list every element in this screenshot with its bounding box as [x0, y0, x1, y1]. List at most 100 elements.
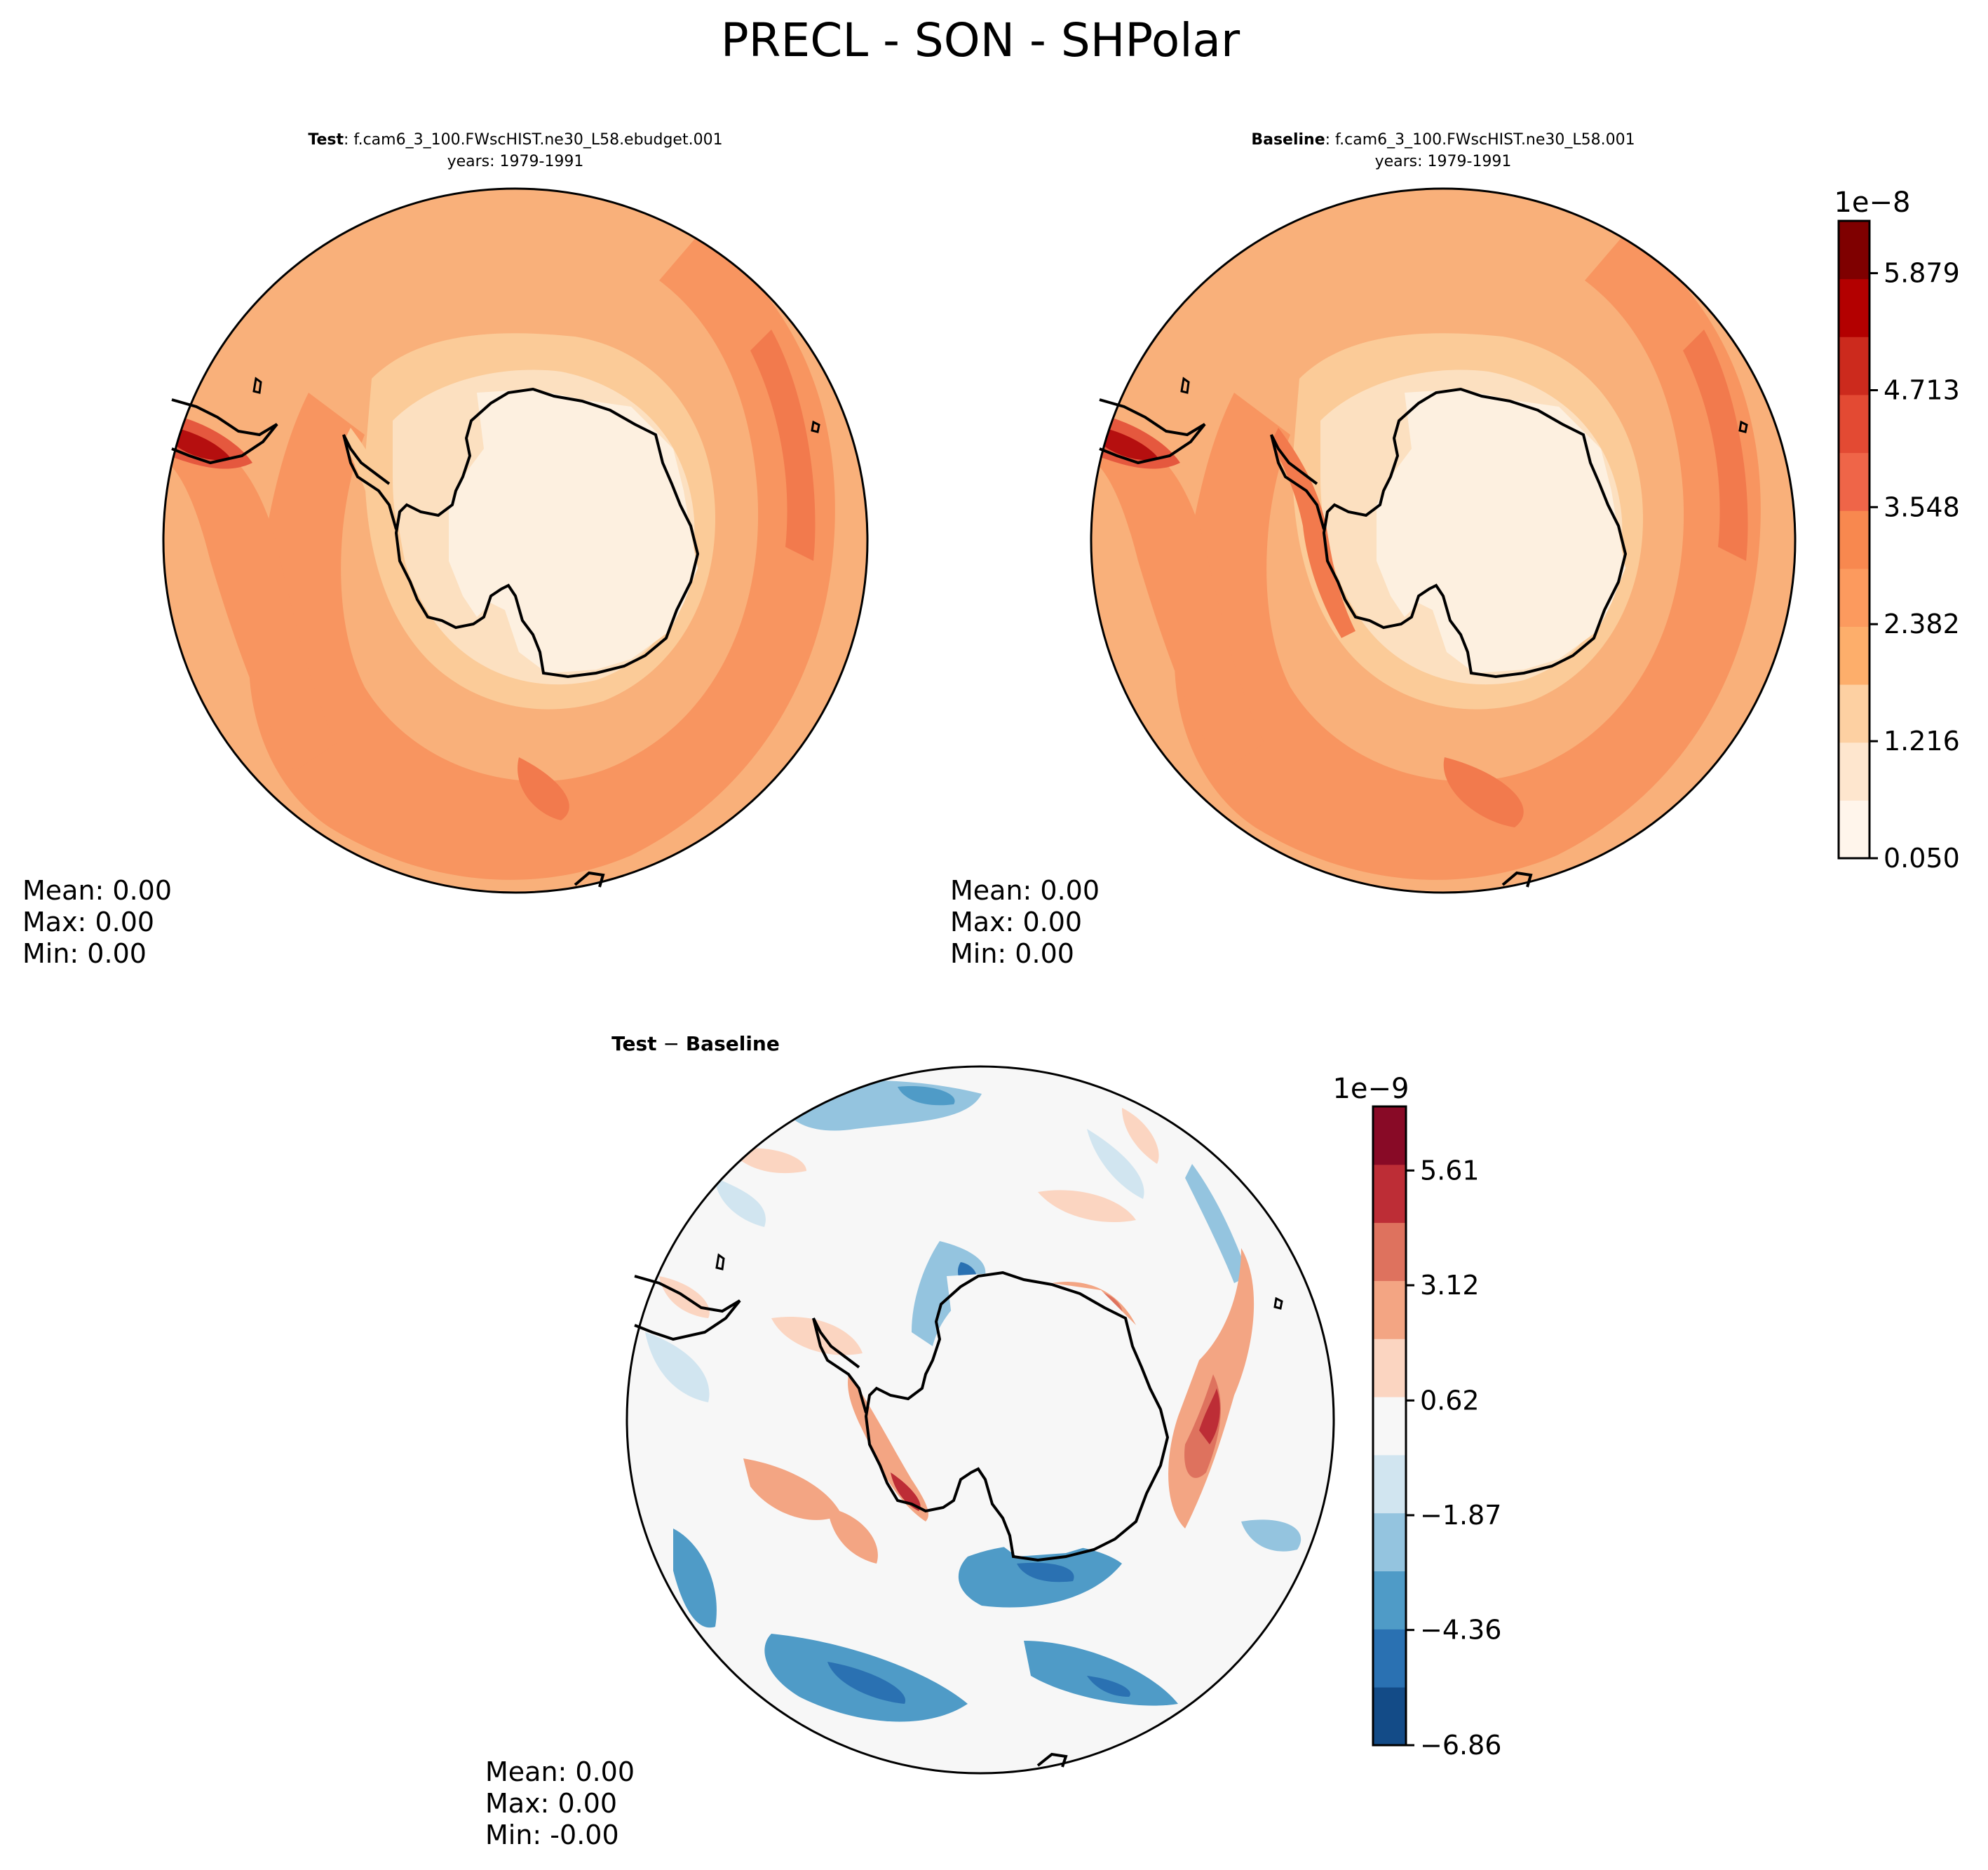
- panel-baseline: Baseline: f.cam6_3_100.FWscHIST.ne30_L58…: [950, 131, 1960, 969]
- baseline-band-dark: [1443, 330, 1748, 827]
- panel-test-subtitle: years: 1979-1991: [447, 153, 584, 170]
- figure-title: PRECL - SON - SHPolar: [721, 13, 1240, 67]
- colorbar-baseline-swatch: [1839, 394, 1869, 454]
- diff-peninsula-coast: [812, 1317, 867, 1414]
- diff-continent-fill: [919, 1273, 1168, 1557]
- colorbar-diff-swatch: [1373, 1397, 1406, 1456]
- panel-diff-boundary: [626, 1065, 1335, 1775]
- panel-baseline-boundary: [1090, 187, 1797, 894]
- colorbar-baseline-swatch: [1839, 800, 1869, 859]
- panel-test-stats-mean: Mean: 0.00: [22, 875, 172, 906]
- panel-test-stats-max: Max: 0.00: [22, 907, 154, 937]
- test-hotspot-inner: [175, 428, 231, 461]
- colorbar-diff-tick-label: −1.87: [1420, 1500, 1501, 1531]
- colorbar-baseline-swatch: [1839, 626, 1869, 685]
- colorbar-baseline-tick-label: 5.879: [1884, 258, 1960, 289]
- panel-diff-field: [627, 1066, 1334, 1773]
- panel-baseline-stats-mean: Mean: 0.00: [950, 875, 1100, 906]
- panel-test-stats-min: Min: 0.00: [22, 938, 147, 969]
- baseline-band-east: [1174, 231, 1761, 880]
- diff-australia-tip: [1036, 1752, 1068, 1768]
- colorbar-diff-swatch: [1373, 1454, 1406, 1514]
- panel-baseline-stats-max: Max: 0.00: [950, 907, 1082, 937]
- test-band-west: [168, 440, 337, 771]
- colorbar-baseline-tick-label: 3.548: [1884, 492, 1960, 522]
- colorbar-diff-swatch: [1373, 1222, 1406, 1281]
- test-band-dark: [518, 330, 816, 820]
- colorbar-baseline-tick-label: 4.713: [1884, 374, 1960, 405]
- colorbar-diff: −6.86 −4.36 −1.87 0.62 3.12 5.61: [1372, 1105, 1501, 1761]
- diff-blue-west: [673, 1529, 717, 1628]
- colorbar-diff-swatch: [1373, 1339, 1406, 1397]
- panel-baseline-field: [1091, 189, 1795, 893]
- panel-baseline-subtitle: years: 1979-1991: [1375, 153, 1512, 170]
- colorbar-diff-tick-label: 0.62: [1420, 1385, 1480, 1416]
- baseline-south-america-coast: [1099, 398, 1206, 465]
- colorbar-diff-tick-label: 3.12: [1420, 1270, 1480, 1301]
- colorbar-baseline-multiplier: 1e−8: [1834, 187, 1910, 219]
- baseline-island-1: [1180, 377, 1190, 394]
- diff-antarctica-coast: [864, 1271, 1170, 1562]
- diff-blue-southeast: [1024, 1641, 1178, 1706]
- colorbar-baseline-swatch: [1839, 221, 1869, 280]
- panel-test-boundary: [162, 187, 869, 894]
- colorbar-diff-multiplier: 1e−9: [1332, 1073, 1409, 1105]
- diff-blue-southwest-dark: [827, 1662, 906, 1704]
- panel-test-title: Test: f.cam6_3_100.FWscHIST.ne30_L58.ebu…: [308, 131, 722, 149]
- diff-lightblue-1: [645, 1129, 1144, 1402]
- colorbar-baseline: 0.050 1.216 2.382 3.548 4.713 5.879: [1837, 219, 1960, 874]
- colorbar-baseline-swatch: [1839, 510, 1869, 569]
- colorbar-diff-swatch: [1373, 1280, 1406, 1339]
- baseline-hotspot-inner: [1103, 428, 1159, 461]
- test-island-1: [252, 377, 262, 394]
- colorbar-diff-tick-label: 5.61: [1420, 1155, 1480, 1186]
- colorbar-baseline-tick-label: 0.050: [1884, 843, 1960, 874]
- baseline-peninsula-coast: [1270, 434, 1325, 530]
- colorbar-diff-tick-label: −4.36: [1420, 1615, 1501, 1646]
- diff-red-west: [743, 1458, 878, 1564]
- colorbar-diff-swatch: [1373, 1629, 1406, 1688]
- diff-red-light: [659, 1108, 1159, 1355]
- diff-red-east-dark: [1199, 1388, 1220, 1444]
- colorbar-baseline-tick-label: 1.216: [1884, 726, 1960, 757]
- test-island-2: [811, 420, 820, 433]
- test-continent-fill: [449, 389, 698, 673]
- baseline-band-west: [1096, 440, 1264, 771]
- panel-baseline-stats-min: Min: 0.00: [950, 938, 1074, 969]
- colorbar-diff-swatch: [1373, 1106, 1406, 1165]
- diff-island-1: [715, 1253, 725, 1271]
- panel-diff-title: Test − Baseline: [611, 1032, 780, 1055]
- diff-blue-southeast-dark: [1087, 1676, 1130, 1697]
- colorbar-diff-swatch: [1373, 1512, 1406, 1572]
- colorbar-baseline-frame: [1837, 219, 1871, 860]
- panel-test-field: [163, 189, 867, 893]
- colorbar-diff-swatch: [1373, 1164, 1406, 1224]
- test-peninsula-coast: [342, 434, 398, 530]
- colorbar-baseline-swatch: [1839, 742, 1869, 801]
- diff-red-peninsula-dark: [891, 1472, 921, 1511]
- panel-diff-stats-mean: Mean: 0.00: [485, 1756, 635, 1787]
- test-band-east: [248, 231, 835, 880]
- panel-test: Test: f.cam6_3_100.FWscHIST.ne30_L58.ebu…: [22, 131, 869, 969]
- colorbar-baseline-swatch: [1839, 452, 1869, 511]
- colorbar-baseline-swatch: [1839, 568, 1869, 627]
- colorbar-baseline-swatch: [1839, 337, 1869, 395]
- test-south-america-coast: [171, 398, 278, 465]
- test-antarctica-coast: [394, 387, 700, 679]
- diff-blue-south-dark: [1017, 1562, 1074, 1583]
- diff-south-america-coast: [634, 1275, 741, 1341]
- baseline-antarctica-coast: [1322, 387, 1628, 679]
- diff-island-2: [1273, 1296, 1283, 1310]
- baseline-island-2: [1738, 420, 1748, 433]
- colorbar-diff-swatch: [1373, 1571, 1406, 1630]
- colorbar-diff-tick-label: −6.86: [1420, 1730, 1501, 1761]
- colorbar-baseline-swatch: [1839, 278, 1869, 337]
- panel-baseline-title: Baseline: f.cam6_3_100.FWscHIST.ne30_L58…: [1251, 131, 1635, 149]
- colorbar-baseline-tick-label: 2.382: [1884, 609, 1960, 639]
- panel-diff-stats-max: Max: 0.00: [485, 1788, 617, 1819]
- diff-blue-top-dark: [898, 1086, 955, 1106]
- colorbar-diff-frame: [1372, 1105, 1407, 1747]
- baseline-continent-fill: [1377, 389, 1625, 673]
- colorbar-diff-swatch: [1373, 1687, 1406, 1746]
